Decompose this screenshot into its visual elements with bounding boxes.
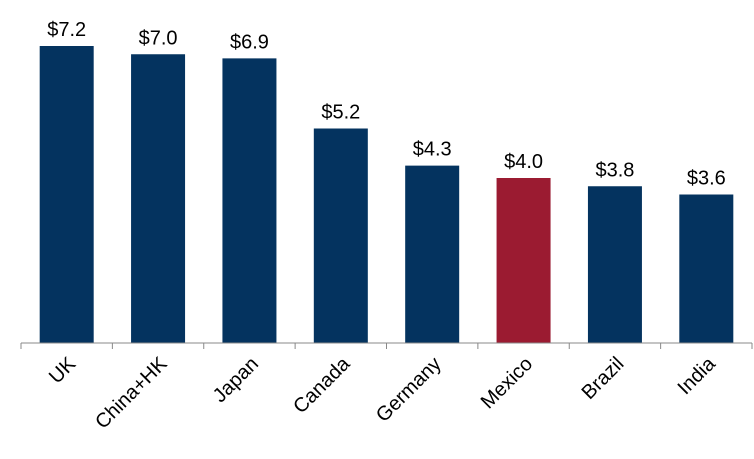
x-tick-label: Brazil [578,353,629,404]
x-tick-label: India [674,352,721,399]
bar [222,58,277,343]
value-label: $5.2 [321,102,360,124]
bar [131,54,186,343]
value-label: $3.8 [595,159,634,181]
value-label: $4.0 [504,151,543,173]
bar [313,128,368,343]
x-tick-label: Mexico [477,353,537,413]
bar [496,178,551,343]
value-label: $4.3 [413,139,452,161]
bar [587,186,642,343]
bar [405,165,460,343]
value-label: $6.9 [230,31,269,53]
bar [39,46,94,343]
x-tick-label: Canada [289,352,355,418]
value-label: $7.0 [139,27,178,49]
x-tick-label: Germany [372,353,446,427]
value-label: $7.2 [47,19,86,41]
x-tick-label: UK [45,353,81,389]
bar [679,194,734,343]
value-label: $3.6 [687,168,726,190]
x-tick-label: Japan [209,353,263,407]
x-tick-label: China+HK [91,353,172,434]
